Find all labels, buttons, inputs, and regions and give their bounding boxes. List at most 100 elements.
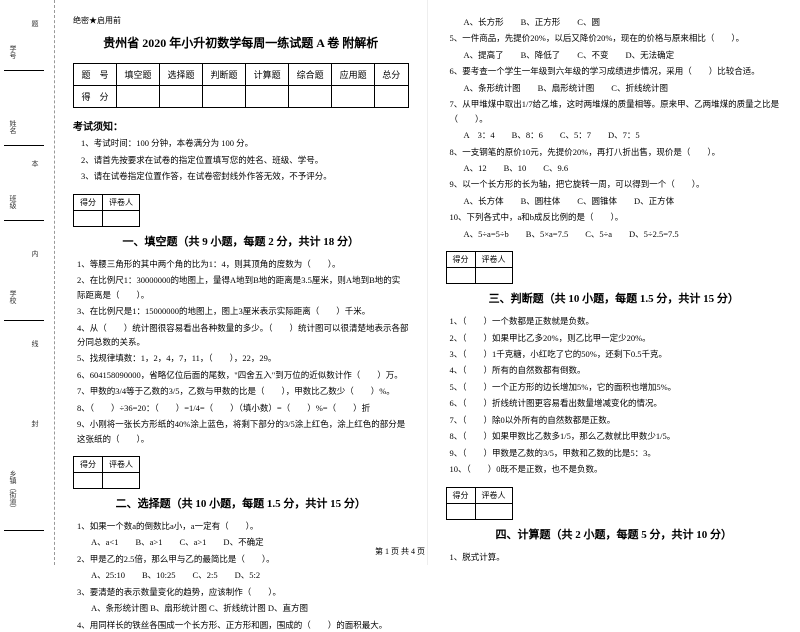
- right-column: A、长方形 B、正方形 C、圆 5、一件商品，先提价20%，以后又降价20%，现…: [428, 0, 800, 565]
- question: 10、（ ）0既不是正数，也不是负数。: [450, 462, 783, 476]
- section-title-judge: 三、判断题（共 10 小题，每题 1.5 分，共计 15 分）: [446, 290, 783, 306]
- options: A、条形统计图 B、扇形统计图 C、折线统计图 D、直方图: [91, 601, 409, 615]
- section-title-choice: 二、选择题（共 10 小题，每题 1.5 分，共计 15 分）: [73, 495, 409, 511]
- notice-item: 3、请在试卷指定位置作答，在试卷密封线外作答无效，不予评分。: [81, 170, 409, 184]
- question: 8、（ ）÷36=20：（ ）=1/4=（ ）（填小数）=（ ）%=（ ）折: [77, 401, 409, 415]
- question: 1、如果一个数a的倒数比a小，a一定有（ ）。: [77, 519, 409, 533]
- question: 6、（ ）折线统计图更容易看出数量增减变化的情况。: [450, 396, 783, 410]
- options: A 3：4 B、8：6 C、5：7 D、7：5: [464, 128, 783, 142]
- question: 6、604158090000，省略亿位后面的尾数，"四舍五入"到万位的近似数计作…: [77, 368, 409, 382]
- question: 5、找规律填数：1，2，4，7，11，（ ），22，29。: [77, 351, 409, 365]
- question: 5、（ ）一个正方形的边长增加5%，它的面积也增加5%。: [450, 380, 783, 394]
- table-header: 填空题: [117, 64, 160, 86]
- scorer-cell[interactable]: [74, 210, 103, 226]
- table-cell[interactable]: [117, 86, 160, 108]
- table-row: 得 分: [74, 86, 409, 108]
- table-cell[interactable]: [246, 86, 289, 108]
- section-header-calc: 得分评卷人: [446, 487, 783, 520]
- table-header: 计算题: [246, 64, 289, 86]
- margin-mark: 内: [30, 250, 40, 257]
- section-title-fill: 一、填空题（共 9 小题，每题 2 分，共计 18 分）: [73, 233, 409, 249]
- scorer-cell: 得分: [446, 252, 475, 268]
- options: A、25:10 B、10:25 C、2:5 D、5:2: [91, 568, 409, 582]
- secret-label: 绝密★启用前: [73, 15, 409, 26]
- section-header-fill: 得分评卷人: [73, 194, 409, 227]
- table-cell: 得 分: [74, 86, 117, 108]
- question: 7、（ ）除0以外所有的自然数都是正数。: [450, 413, 783, 427]
- margin-line: [4, 145, 44, 146]
- scorer-cell[interactable]: [475, 268, 512, 284]
- scorer-cell[interactable]: [475, 503, 512, 519]
- scorer-cell[interactable]: [446, 503, 475, 519]
- table-cell[interactable]: [375, 86, 408, 108]
- margin-line: [4, 530, 44, 531]
- scorer-table: 得分评卷人: [446, 251, 513, 284]
- question: 5、一件商品，先提价20%，以后又降价20%，现在的价格与原来相比（ ）。: [450, 31, 783, 45]
- question: 8、一支钢笔的原价10元，先提价20%，再打八折出售，现价是（ ）。: [450, 145, 783, 159]
- question: 2、在比例尺1：30000000的地图上，量得A地到B地的距离是3.5厘米，则A…: [77, 273, 409, 302]
- table-header: 判断题: [203, 64, 246, 86]
- scorer-cell: 得分: [74, 194, 103, 210]
- options: A、长方体 B、圆柱体 C、圆锥体 D、正方体: [464, 194, 783, 208]
- scorer-cell[interactable]: [103, 473, 140, 489]
- scorer-table: 得分评卷人: [73, 456, 140, 489]
- margin-line: [4, 220, 44, 221]
- question: 1、（ ）一个数都是正数就是负数。: [450, 314, 783, 328]
- question: 4、（ ）所有的自然数都有倒数。: [450, 363, 783, 377]
- question: 9、小刚将一张长方形纸的40%涂上蓝色，将剩下部分的3/5涂上红色，涂上红色的部…: [77, 417, 409, 446]
- question: 10、下列各式中，a和b成反比例的是（ ）。: [450, 210, 783, 224]
- table-cell[interactable]: [203, 86, 246, 108]
- page-container: 题 学号 姓名 本 班级 内 学校 线 封 乡镇（街道） 绝密★启用前 贵州省 …: [0, 0, 800, 565]
- options: A、提高了 B、降低了 C、不变 D、无法确定: [464, 48, 783, 62]
- question: 3、在比例尺是1：15000000的地图上，图上3厘米表示实际距离（ ）千米。: [77, 304, 409, 318]
- question: 3、要清楚的表示数量变化的趋势，应该制作（ ）。: [77, 585, 409, 599]
- scorer-cell: 得分: [446, 487, 475, 503]
- section-title-calc: 四、计算题（共 2 小题，每题 5 分，共计 10 分）: [446, 526, 783, 542]
- scorer-cell: 评卷人: [103, 457, 140, 473]
- options: A、条形统计图 B、扇形统计图 C、折线统计图: [464, 81, 783, 95]
- left-column: 绝密★启用前 贵州省 2020 年小升初数学每周一练试题 A 卷 附解析 题 号…: [55, 0, 428, 565]
- options: A、5÷a=5÷b B、5×a=7.5 C、5÷a D、5÷2.5=7.5: [464, 227, 783, 241]
- scorer-cell: 得分: [74, 457, 103, 473]
- margin-label-town: 乡镇（街道）: [8, 470, 18, 512]
- scorer-cell[interactable]: [103, 210, 140, 226]
- options: A、长方形 B、正方形 C、圆: [464, 15, 783, 29]
- scorer-cell[interactable]: [74, 473, 103, 489]
- scorer-cell[interactable]: [446, 268, 475, 284]
- question: 7、从甲堆煤中取出1/7给乙堆，这时两堆煤的质量相等。原来甲、乙两堆煤的质量之比…: [450, 97, 783, 126]
- margin-line: [4, 70, 44, 71]
- scorer-table: 得分评卷人: [73, 194, 140, 227]
- margin-label-name: 姓名: [8, 120, 18, 134]
- content-area: 绝密★启用前 贵州省 2020 年小升初数学每周一练试题 A 卷 附解析 题 号…: [55, 0, 800, 565]
- question: 4、用同样长的铁丝各围成一个长方形、正方形和圆，围成的（ ）的面积最大。: [77, 618, 409, 632]
- page-footer: 第 1 页 共 4 页: [0, 546, 800, 557]
- question: 3、（ ）1千克糖，小红吃了它的50%，还剩下0.5千克。: [450, 347, 783, 361]
- notice-item: 2、请首先按要求在试卷的指定位置填写您的姓名、班级、学号。: [81, 154, 409, 168]
- margin-line: [4, 320, 44, 321]
- margin-label-school: 学校: [8, 290, 18, 304]
- exam-title: 贵州省 2020 年小升初数学每周一练试题 A 卷 附解析: [73, 34, 409, 51]
- notice-item: 1、考试时间：100 分钟，本卷满分为 100 分。: [81, 137, 409, 151]
- notice-title: 考试须知：: [73, 118, 409, 133]
- question: 8、（ ）如果甲数比乙数多1/5，那么乙数就比甲数少1/5。: [450, 429, 783, 443]
- table-header: 总分: [375, 64, 408, 86]
- question: 2、（ ）如果甲比乙多20%，则乙比甲一定少20%。: [450, 331, 783, 345]
- table-cell[interactable]: [289, 86, 332, 108]
- question: 4、从（ ）统计图很容易看出各种数量的多少。（ ）统计图可以很清楚地表示各部分同…: [77, 321, 409, 350]
- scorer-cell: 评卷人: [475, 487, 512, 503]
- scorer-cell: 评卷人: [103, 194, 140, 210]
- score-table: 题 号 填空题 选择题 判断题 计算题 综合题 应用题 总分 得 分: [73, 63, 409, 108]
- table-cell[interactable]: [332, 86, 375, 108]
- table-cell[interactable]: [160, 86, 203, 108]
- table-header: 题 号: [74, 64, 117, 86]
- scorer-table: 得分评卷人: [446, 487, 513, 520]
- question: 6、要考查一个学生一年级到六年级的学习成绩进步情况，采用（ ）比较合适。: [450, 64, 783, 78]
- margin-label-class: 班级: [8, 195, 18, 209]
- margin-mark: 线: [30, 340, 40, 347]
- table-header: 应用题: [332, 64, 375, 86]
- section-header-judge: 得分评卷人: [446, 251, 783, 284]
- table-header: 综合题: [289, 64, 332, 86]
- options: A、12 B、10 C、9.6: [464, 161, 783, 175]
- margin-mark: 题: [30, 20, 40, 27]
- scorer-cell: 评卷人: [475, 252, 512, 268]
